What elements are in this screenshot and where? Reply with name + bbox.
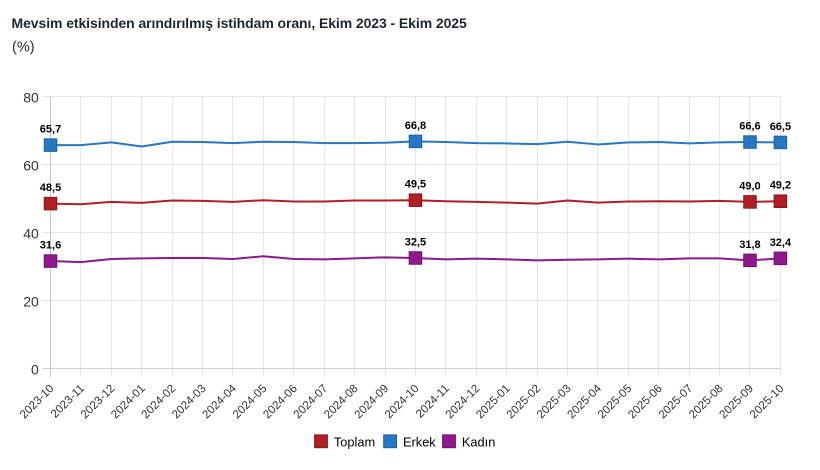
svg-text:48,5: 48,5 xyxy=(40,182,61,194)
svg-text:49,0: 49,0 xyxy=(739,180,760,192)
svg-text:60: 60 xyxy=(23,157,39,173)
svg-text:66,8: 66,8 xyxy=(405,120,426,132)
svg-text:Kadın: Kadın xyxy=(462,434,495,449)
svg-text:32,5: 32,5 xyxy=(405,237,426,249)
svg-text:Toplam: Toplam xyxy=(334,434,375,449)
svg-text:65,7: 65,7 xyxy=(40,124,61,136)
svg-text:66,5: 66,5 xyxy=(770,121,791,133)
svg-text:80: 80 xyxy=(23,89,39,105)
svg-text:0: 0 xyxy=(31,361,39,377)
svg-text:31,8: 31,8 xyxy=(739,239,760,251)
svg-text:20: 20 xyxy=(23,293,39,309)
svg-text:Mevsim etkisinden arındırılmış: Mevsim etkisinden arındırılmış istihdam … xyxy=(12,15,467,31)
svg-text:Erkek: Erkek xyxy=(403,434,436,449)
svg-text:49,2: 49,2 xyxy=(770,180,791,192)
svg-text:32,4: 32,4 xyxy=(770,237,792,249)
svg-text:40: 40 xyxy=(23,225,39,241)
svg-text:66,6: 66,6 xyxy=(739,121,760,133)
svg-text:49,5: 49,5 xyxy=(405,179,426,191)
svg-text:31,6: 31,6 xyxy=(40,240,61,252)
svg-text:(%): (%) xyxy=(12,39,35,55)
